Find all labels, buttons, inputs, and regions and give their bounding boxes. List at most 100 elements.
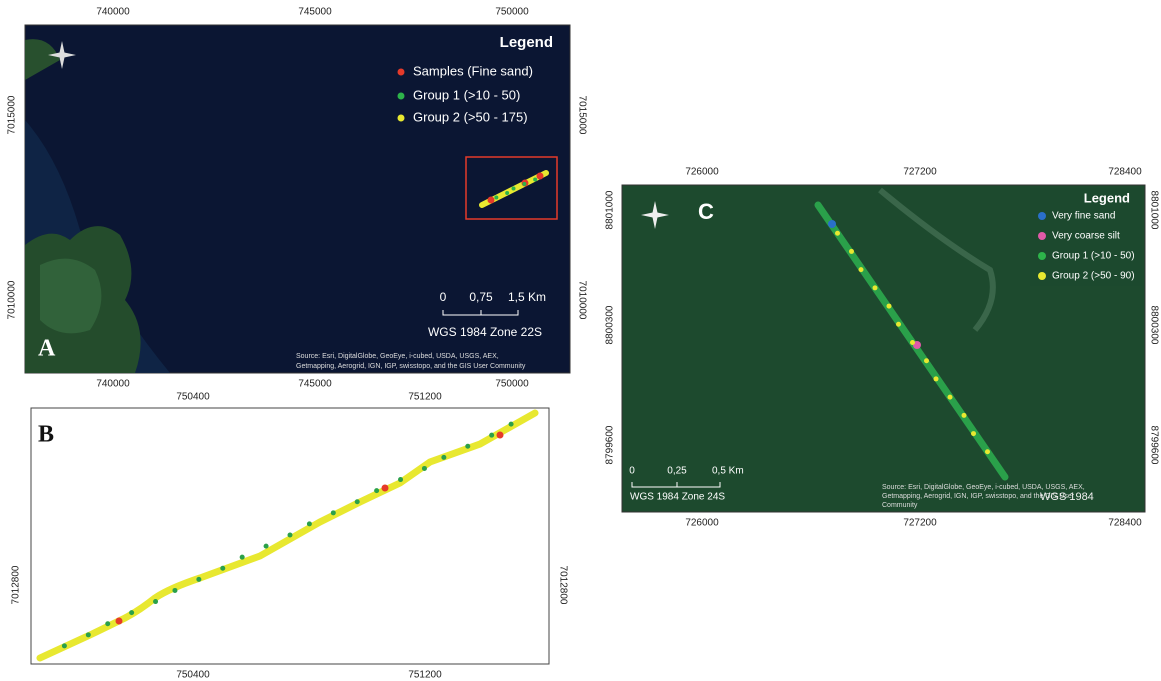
legend-swatch <box>397 68 405 76</box>
sample-point <box>511 186 516 191</box>
feature <box>878 187 996 332</box>
sample-point <box>239 554 245 560</box>
sample-point <box>858 267 864 273</box>
coordinate-label: 7015000 <box>7 95 18 134</box>
scale-label: 1,5 Km <box>508 290 546 304</box>
legend-item: Very coarse silt <box>1052 231 1120 242</box>
sample-point <box>505 191 510 195</box>
zoom-box <box>465 156 558 220</box>
coordinate-label: 750400 <box>176 392 210 403</box>
sample-point <box>441 454 447 460</box>
attribution: Source: Esri, DigitalGlobe, GeoEye, i-cu… <box>882 484 1085 491</box>
coordinate-label: 751200 <box>408 392 442 403</box>
attribution: Getmapping, Aerogrid, IGN, IGP, swisstop… <box>882 493 1075 500</box>
sample-point <box>487 196 495 204</box>
sample-point <box>835 230 840 236</box>
coordinate-label: 7012800 <box>11 565 22 604</box>
sample-point <box>421 465 427 471</box>
coordinate-label: 726000 <box>685 518 719 529</box>
sample-point <box>924 358 929 364</box>
coordinate-label: 750400 <box>176 670 210 681</box>
legend-title: Legend <box>1084 190 1130 205</box>
compass <box>641 201 669 229</box>
coordinate-label: 728400 <box>1108 518 1142 529</box>
coordinate-label: 728400 <box>1108 167 1142 178</box>
coordinate-label: 745000 <box>298 7 332 18</box>
legend-swatch <box>397 114 405 122</box>
legend-item: Group 2 (>50 - 90) <box>1052 271 1135 282</box>
legend-item: Very fine sand <box>1052 211 1115 222</box>
scale-label: 0,5 Km <box>712 466 744 477</box>
scale-label: 0,25 <box>667 466 687 477</box>
attribution: Source: Esri, DigitalGlobe, GeoEye, i-cu… <box>296 353 499 360</box>
coordinate-label: 8801000 <box>1148 191 1159 230</box>
sample-point <box>85 632 91 638</box>
sample-point <box>374 488 380 494</box>
scale-bar <box>631 482 721 488</box>
sample-point <box>886 303 892 309</box>
coordinate-label: 7010000 <box>576 281 587 320</box>
coordinate-label: 727200 <box>903 167 937 178</box>
sample-point <box>465 443 471 449</box>
legend-swatch <box>1038 252 1046 260</box>
coordinate-label: 7015000 <box>576 96 587 135</box>
coordinate-label: 745000 <box>298 379 332 390</box>
coordinate-label: 8800300 <box>1148 306 1159 345</box>
panel-label: C <box>698 199 714 224</box>
legend-item: Group 1 (>10 - 50) <box>1052 251 1135 262</box>
sample-point <box>849 248 854 254</box>
panel-label: B <box>38 422 54 448</box>
legend-swatch <box>1038 232 1046 240</box>
sample-point <box>961 412 967 418</box>
scale-label: 0 <box>629 466 635 477</box>
land <box>25 39 60 80</box>
sample-point <box>896 321 901 327</box>
compass <box>48 41 76 69</box>
sample-point <box>947 394 953 400</box>
sample-point <box>172 587 178 593</box>
legend-swatch <box>397 92 405 100</box>
sample-point <box>536 172 544 180</box>
coordinate-label: 8799600 <box>605 425 616 464</box>
projection: WGS 1984 Zone 22S <box>428 325 542 339</box>
sample-point <box>933 376 939 382</box>
coordinate-label: 727200 <box>903 518 937 529</box>
panel-label: A <box>38 336 56 362</box>
legend-title: Legend <box>500 34 553 51</box>
sample-point <box>105 621 111 627</box>
sample-point <box>508 421 514 427</box>
legend-swatch <box>1038 272 1046 280</box>
coordinate-label: 750000 <box>495 379 529 390</box>
projection: WGS 1984 Zone 24S <box>630 492 725 503</box>
attribution: Community <box>882 502 918 509</box>
legend-box <box>1030 188 1142 286</box>
land <box>40 258 102 334</box>
sample-point <box>153 599 159 605</box>
sample-point <box>330 510 336 516</box>
sample-point <box>494 195 499 200</box>
coordinate-label: 8801000 <box>605 190 616 229</box>
scale-bar <box>442 310 519 316</box>
scale-label: 0 <box>440 290 447 304</box>
coordinate-label: 740000 <box>96 7 130 18</box>
sample-point <box>398 477 404 483</box>
legend-item: Group 2 (>50 - 175) <box>413 109 528 124</box>
overlay-text: WGS 1984 <box>1040 491 1094 503</box>
sample-point <box>381 484 389 492</box>
sample-point <box>220 565 226 571</box>
coordinate-label: 7010000 <box>7 280 18 319</box>
sample-point <box>129 610 135 616</box>
coordinate-label: 7012800 <box>557 566 568 605</box>
sample-point <box>872 285 878 291</box>
sample-point <box>61 643 67 649</box>
sample-point <box>115 617 123 625</box>
sample-point <box>828 220 836 228</box>
sample-point <box>985 449 990 455</box>
legend-swatch <box>1038 212 1046 220</box>
sample-point <box>287 532 293 538</box>
coordinate-label: 751200 <box>408 670 442 681</box>
sample-point <box>496 431 504 439</box>
coordinate-label: 750000 <box>495 7 529 18</box>
scale-label: 0,75 <box>469 290 493 304</box>
